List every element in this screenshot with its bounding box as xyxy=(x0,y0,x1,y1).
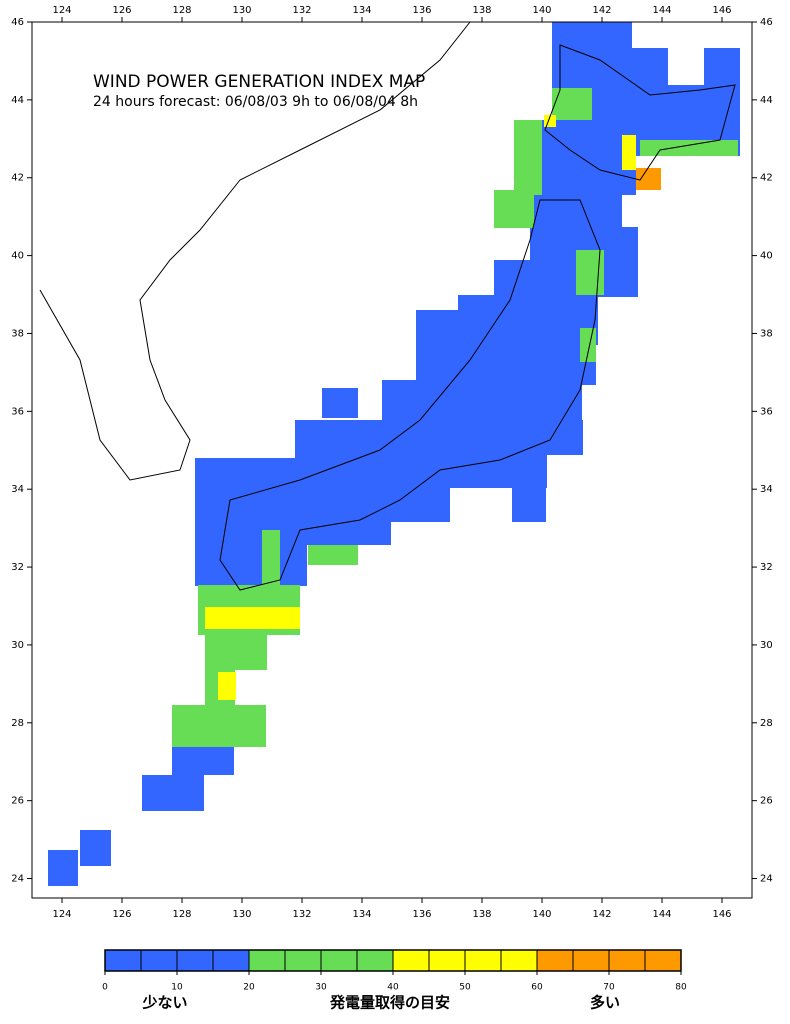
lon-label: 136 xyxy=(412,5,431,16)
colorbar-low-label: 少ない xyxy=(141,994,187,1012)
lat-label: 38 xyxy=(760,328,773,339)
lon-label: 126 xyxy=(112,909,131,920)
lat-label: 42 xyxy=(11,173,24,184)
lon-label: 130 xyxy=(232,5,251,16)
lon-label: 126 xyxy=(112,5,131,16)
colorbar-mid-label: 発電量取得の目安 xyxy=(329,994,450,1012)
lat-label: 36 xyxy=(760,406,773,417)
lon-label: 142 xyxy=(592,5,611,16)
colorbar-tick-label: 70 xyxy=(603,983,615,993)
map-subtitle: 24 hours forecast: 06/08/03 9h to 06/08/… xyxy=(93,94,418,110)
lat-label: 26 xyxy=(11,796,24,807)
lon-label: 124 xyxy=(52,909,71,920)
lon-label: 140 xyxy=(532,5,551,16)
colorbar-tick-label: 50 xyxy=(459,983,471,993)
lon-label: 138 xyxy=(472,909,491,920)
lat-label: 36 xyxy=(11,406,24,417)
lat-label: 28 xyxy=(11,718,24,729)
lat-label: 30 xyxy=(760,640,773,651)
lat-label: 40 xyxy=(11,251,24,262)
map-title: WIND POWER GENERATION INDEX MAP xyxy=(93,72,425,92)
lon-label: 128 xyxy=(172,909,191,920)
colorbar-high-label: 多い xyxy=(590,994,620,1012)
lon-label: 132 xyxy=(292,5,311,16)
lon-label: 132 xyxy=(292,909,311,920)
lon-label: 146 xyxy=(712,909,731,920)
lat-label: 42 xyxy=(760,173,773,184)
colorbar-tick-label: 20 xyxy=(243,983,255,993)
wind-field xyxy=(39,21,740,886)
lat-label: 46 xyxy=(760,17,773,28)
lat-label: 24 xyxy=(11,874,24,885)
lon-label: 142 xyxy=(592,909,611,920)
lat-label: 44 xyxy=(760,95,773,106)
lon-label: 138 xyxy=(472,5,491,16)
colorbar-tick-label: 10 xyxy=(171,983,183,993)
lon-label: 140 xyxy=(532,909,551,920)
lat-label: 44 xyxy=(11,95,24,106)
lon-label: 134 xyxy=(352,909,371,920)
lat-label: 32 xyxy=(11,562,24,573)
lat-label: 38 xyxy=(11,328,24,339)
lat-label: 26 xyxy=(760,796,773,807)
lon-label: 124 xyxy=(52,5,71,16)
lat-label: 40 xyxy=(760,251,773,262)
colorbar-tick-label: 0 xyxy=(102,983,108,993)
lon-label: 144 xyxy=(652,5,671,16)
colorbar-tick-label: 60 xyxy=(531,983,543,993)
lat-label: 46 xyxy=(11,17,24,28)
lon-label: 130 xyxy=(232,909,251,920)
lat-label: 32 xyxy=(760,562,773,573)
lat-label: 34 xyxy=(760,484,773,495)
lon-label: 144 xyxy=(652,909,671,920)
lat-label: 24 xyxy=(760,874,773,885)
lon-label: 146 xyxy=(712,5,731,16)
lat-label: 28 xyxy=(760,718,773,729)
colorbar-tick-label: 80 xyxy=(675,983,687,993)
lat-label: 30 xyxy=(11,640,24,651)
lon-label: 134 xyxy=(352,5,371,16)
lat-label: 34 xyxy=(11,484,24,495)
colorbar-tick-label: 40 xyxy=(387,983,399,993)
lon-label: 128 xyxy=(172,5,191,16)
lon-label: 136 xyxy=(412,909,431,920)
colorbar-tick-label: 30 xyxy=(315,983,327,993)
map-frame xyxy=(31,21,753,899)
